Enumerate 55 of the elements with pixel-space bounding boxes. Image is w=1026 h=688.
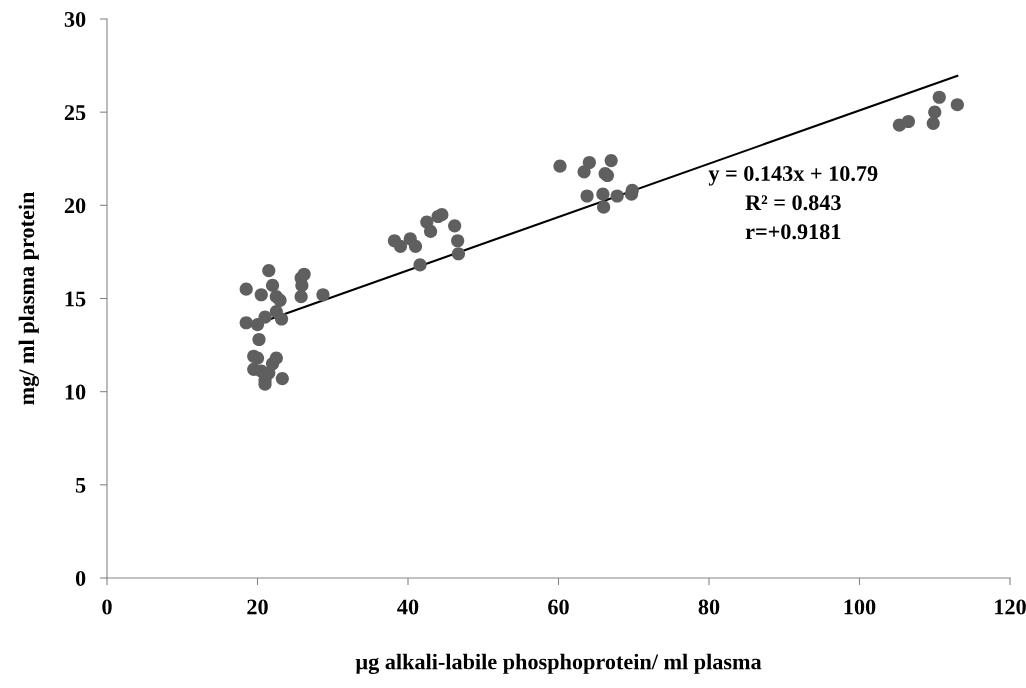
point <box>393 239 408 253</box>
point <box>451 234 465 248</box>
point <box>435 208 449 222</box>
point <box>597 200 611 214</box>
y-tick-label: 10 <box>65 384 86 400</box>
point <box>932 90 946 104</box>
point <box>258 310 272 324</box>
point <box>252 332 266 347</box>
point <box>316 288 330 302</box>
y-tick-label: 30 <box>64 11 86 27</box>
y-tick-label: 5 <box>75 477 86 493</box>
point <box>582 155 596 170</box>
x-tick-label: 40 <box>397 599 419 615</box>
point <box>297 267 311 281</box>
point <box>239 316 253 330</box>
x-axis-title: µg alkali-labile phosphoprotein/ ml plasma <box>355 653 762 675</box>
point <box>553 159 567 173</box>
y-tick-label: 0 <box>75 570 86 586</box>
x-tick-label: 0 <box>102 599 112 615</box>
point <box>423 224 438 239</box>
point <box>610 189 624 203</box>
annotation: y = 0.143x + 10.79 <box>708 166 878 186</box>
point <box>413 258 427 272</box>
point <box>254 288 268 302</box>
point <box>262 263 276 278</box>
x-tick-label: 80 <box>698 599 720 615</box>
y-tick-label: 20 <box>64 198 86 214</box>
point <box>250 351 265 365</box>
point <box>294 290 308 304</box>
point <box>448 219 462 233</box>
point <box>928 105 942 119</box>
point <box>901 114 915 129</box>
x-tick-label: 60 <box>548 599 569 615</box>
point <box>580 189 594 203</box>
point <box>926 116 940 130</box>
point <box>273 293 287 307</box>
y-tick-label: 25 <box>64 105 86 121</box>
point <box>950 98 964 112</box>
point <box>269 351 283 365</box>
point <box>596 187 610 201</box>
y-axis-title: mg/ ml plasma protein <box>18 191 39 405</box>
annotation: r=+0.9181 <box>745 224 841 240</box>
x-tick-label: 100 <box>844 599 876 615</box>
point <box>239 282 253 296</box>
point <box>274 312 289 326</box>
point <box>275 372 289 386</box>
point <box>604 154 618 168</box>
point <box>250 318 265 332</box>
y-tick-label: 15 <box>65 291 86 307</box>
x-tick-label: 120 <box>995 599 1026 615</box>
annotation: R² = 0.843 <box>745 195 841 211</box>
point <box>265 278 280 293</box>
point <box>408 239 423 253</box>
point <box>451 247 466 261</box>
x-tick-label: 20 <box>247 599 268 615</box>
